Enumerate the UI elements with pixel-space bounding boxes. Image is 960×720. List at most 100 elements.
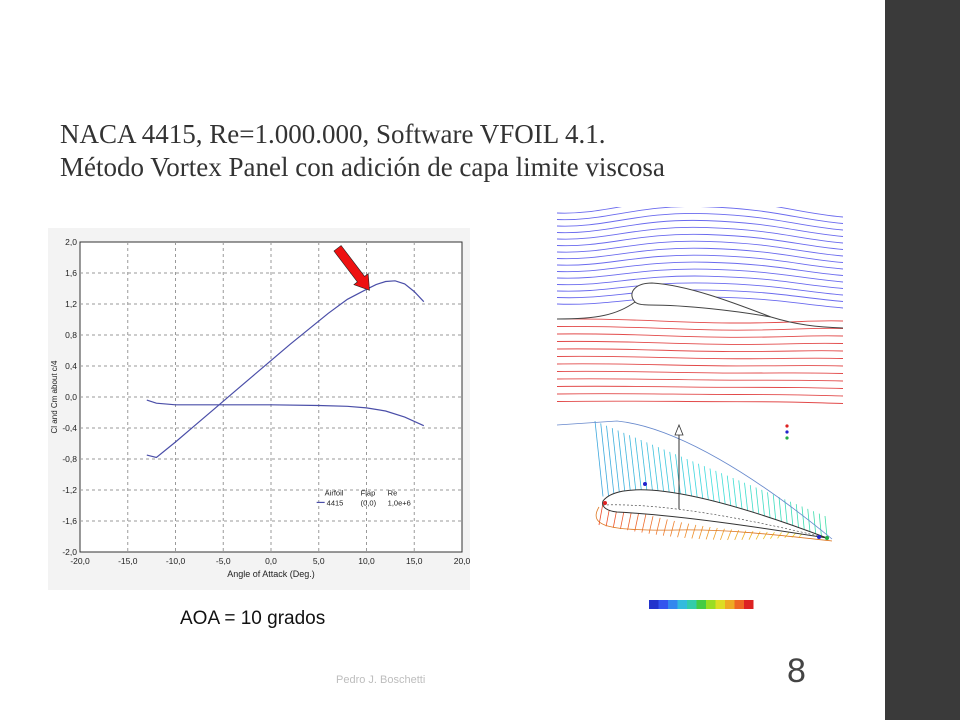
streamline-upper xyxy=(557,233,843,250)
color-scale-swatch xyxy=(677,600,687,609)
cp-vector-upper xyxy=(611,428,621,497)
cp-vector-lower xyxy=(705,526,711,540)
cp-vector-upper xyxy=(824,515,828,538)
cp-vector-upper xyxy=(594,420,604,497)
x-tick-label: -5,0 xyxy=(216,556,231,566)
streamline-lower xyxy=(557,400,843,404)
streamline-upper xyxy=(557,247,843,263)
cp-vector-upper xyxy=(640,439,649,499)
legend-entry-airfoil: 4415 xyxy=(327,498,344,507)
color-scale-swatch xyxy=(744,600,754,609)
x-tick-label: 15,0 xyxy=(406,556,423,566)
cp-vector-upper xyxy=(801,506,805,534)
streamline-upper xyxy=(557,289,843,302)
title-line-1: NACA 4415, Re=1.000.000, Software VFOIL … xyxy=(60,119,606,149)
cp-vector-lower xyxy=(634,512,640,532)
cp-vector-upper xyxy=(623,432,632,498)
streamline-lower xyxy=(557,363,843,367)
transition-point-marker xyxy=(817,535,821,539)
cp-vector-upper xyxy=(652,444,660,500)
streamline-lower xyxy=(557,348,843,353)
separation-point-marker xyxy=(825,536,829,540)
legend-entry-flap: (0,0) xyxy=(361,498,377,507)
airfoil-outline xyxy=(631,282,772,318)
color-scale-swatch xyxy=(715,600,725,609)
cp-vector-lower xyxy=(762,531,768,540)
color-scale-swatch xyxy=(668,600,678,609)
color-scale-swatch xyxy=(649,600,659,609)
cp-vector-lower xyxy=(784,532,790,539)
streamline-lower xyxy=(557,340,843,345)
cp-vector-upper xyxy=(634,437,643,498)
x-tick-label: 20,0 xyxy=(454,556,470,566)
cp-vector-upper xyxy=(629,435,637,498)
x-tick-label: 5,0 xyxy=(313,556,325,566)
color-scale-swatch xyxy=(696,600,706,609)
aoa-caption: AOA = 10 grados xyxy=(180,608,326,629)
x-axis-label: Angle of Attack (Deg.) xyxy=(227,569,315,579)
lift-arrowhead-icon xyxy=(674,423,684,436)
cp-envelope-upper xyxy=(557,420,833,540)
x-tick-label: 0,0 xyxy=(265,556,277,566)
y-tick-label: 0,0 xyxy=(65,392,77,402)
sidebar-panel xyxy=(885,0,960,720)
chart-svg: -20,0 -15,0 -10,0 -5,0 0,0 5,0 10,0 15,0 20,0 2,0… xyxy=(50,237,470,579)
color-scale-swatch xyxy=(706,600,716,609)
cp-vector-lower xyxy=(662,519,668,536)
streamline-upper xyxy=(557,268,843,283)
streamline-upper xyxy=(557,212,843,231)
legend-header-flap: Flap xyxy=(361,488,376,497)
streamline-lower xyxy=(557,393,843,397)
cp-vector-lower xyxy=(691,524,697,539)
legend-header-re: Re xyxy=(388,488,398,497)
streamline-lower xyxy=(557,378,843,382)
y-axis-label: Cl and Cm about c/4 xyxy=(50,360,59,433)
x-tick-label: -20,0 xyxy=(70,556,90,566)
streamline-lower xyxy=(557,370,843,374)
streamline-upper xyxy=(557,240,843,257)
legend-header-airfoil: Airfoil xyxy=(325,488,344,497)
streamlines-svg xyxy=(557,207,843,404)
streamline-upper xyxy=(557,207,843,218)
streamline-upper xyxy=(557,254,843,270)
color-scale-swatch xyxy=(658,600,668,609)
y-tick-label: 1,6 xyxy=(65,268,77,278)
cp-vector-lower xyxy=(698,525,704,540)
cp-vector-lower xyxy=(598,502,604,526)
y-tick-label: 0,4 xyxy=(65,361,77,371)
streamline-upper xyxy=(557,261,843,276)
cp-vector-lower xyxy=(627,510,632,531)
stagnation-point-marker xyxy=(603,501,607,505)
y-tick-label: 0,8 xyxy=(65,330,77,340)
x-tick-label: -10,0 xyxy=(166,556,186,566)
cp-vector-lower xyxy=(684,523,690,539)
y-tick-label: -0,4 xyxy=(62,423,77,433)
cp-vector-lower xyxy=(670,520,675,537)
y-tick-label: 1,2 xyxy=(65,299,77,309)
streamline-upper xyxy=(557,219,843,237)
y-tick-label: -0,8 xyxy=(62,454,77,464)
cl-cm-chart: -20,0 -15,0 -10,0 -5,0 0,0 5,0 10,0 15,0 20,0 2,0… xyxy=(48,228,470,590)
cp-vector-upper xyxy=(813,511,817,536)
streamlines-image xyxy=(557,207,843,407)
cp-vector-lower xyxy=(755,531,761,540)
y-tick-label: -1,2 xyxy=(62,485,77,495)
page-number: 8 xyxy=(787,652,806,690)
pressure-coefficient-svg xyxy=(557,420,833,609)
streamline-lower xyxy=(557,385,843,389)
cp-vector-upper xyxy=(617,430,626,497)
streamline-upper xyxy=(557,282,843,296)
streamline-lower xyxy=(557,333,843,338)
cm-curve xyxy=(146,399,425,427)
streamline-lower xyxy=(557,325,843,331)
x-tick-label: -15,0 xyxy=(118,556,138,566)
cp-vector-upper xyxy=(807,508,811,535)
red-arrow-icon xyxy=(333,245,370,291)
legend-dot-stagnation xyxy=(785,424,789,428)
slide-title: NACA 4415, Re=1.000.000, Software VFOIL … xyxy=(60,118,870,184)
streamline-lower xyxy=(557,318,843,324)
cp-vector-lower xyxy=(655,517,661,535)
legend-entry-re: 1,0e+6 xyxy=(388,498,411,507)
cp-vector-lower xyxy=(648,516,654,534)
streamline-upper xyxy=(557,207,843,224)
